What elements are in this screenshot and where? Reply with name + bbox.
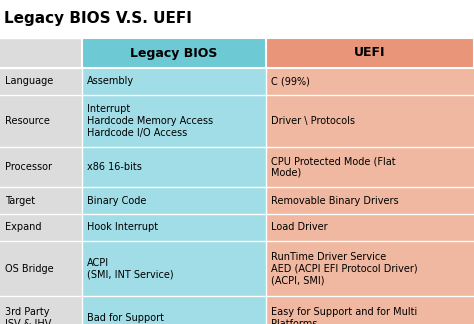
Bar	[0, 38, 82, 68]
Bar	[82, 214, 266, 241]
Bar	[266, 241, 474, 296]
Bar	[82, 187, 266, 214]
Text: Interrupt
Hardcode Memory Access
Hardcode I/O Access: Interrupt Hardcode Memory Access Hardcod…	[87, 104, 213, 138]
Text: Assembly: Assembly	[87, 76, 134, 87]
Bar	[0, 296, 82, 324]
Text: Removable Binary Drivers: Removable Binary Drivers	[271, 195, 399, 205]
Text: Processor: Processor	[5, 162, 52, 172]
Text: x86 16-bits: x86 16-bits	[87, 162, 142, 172]
Text: Driver \ Protocols: Driver \ Protocols	[271, 116, 355, 126]
Bar	[266, 214, 474, 241]
Text: Load Driver: Load Driver	[271, 223, 328, 233]
Bar	[0, 241, 82, 296]
Text: Easy for Support and for Multi
Platforms: Easy for Support and for Multi Platforms	[271, 307, 417, 324]
Text: Binary Code: Binary Code	[87, 195, 146, 205]
Text: UEFI: UEFI	[354, 47, 386, 60]
Text: OS Bridge: OS Bridge	[5, 263, 54, 273]
Text: Target: Target	[5, 195, 35, 205]
Bar	[82, 38, 266, 68]
Bar	[82, 68, 266, 95]
Text: ACPI
(SMI, INT Service): ACPI (SMI, INT Service)	[87, 258, 173, 279]
Bar	[266, 68, 474, 95]
Bar	[0, 68, 82, 95]
Text: Bad for Support: Bad for Support	[87, 313, 164, 323]
Bar	[82, 147, 266, 187]
Bar	[0, 0, 474, 38]
Bar	[266, 147, 474, 187]
Text: Expand: Expand	[5, 223, 42, 233]
Text: 3rd Party
ISV & IHV: 3rd Party ISV & IHV	[5, 307, 51, 324]
Text: Language: Language	[5, 76, 53, 87]
Text: Legacy BIOS: Legacy BIOS	[130, 47, 218, 60]
Bar	[266, 296, 474, 324]
Bar	[0, 95, 82, 147]
Text: Legacy BIOS V.S. UEFI: Legacy BIOS V.S. UEFI	[4, 11, 192, 27]
Bar	[82, 296, 266, 324]
Bar	[0, 187, 82, 214]
Bar	[82, 241, 266, 296]
Bar	[82, 95, 266, 147]
Text: RunTime Driver Service
AED (ACPI EFI Protocol Driver)
(ACPI, SMI): RunTime Driver Service AED (ACPI EFI Pro…	[271, 252, 418, 285]
Bar	[266, 95, 474, 147]
Text: Hook Interrupt: Hook Interrupt	[87, 223, 158, 233]
Text: CPU Protected Mode (Flat
Mode): CPU Protected Mode (Flat Mode)	[271, 156, 396, 178]
Bar	[0, 147, 82, 187]
Bar	[266, 187, 474, 214]
Bar	[266, 38, 474, 68]
Text: C (99%): C (99%)	[271, 76, 310, 87]
Text: Resource: Resource	[5, 116, 50, 126]
Bar	[0, 214, 82, 241]
